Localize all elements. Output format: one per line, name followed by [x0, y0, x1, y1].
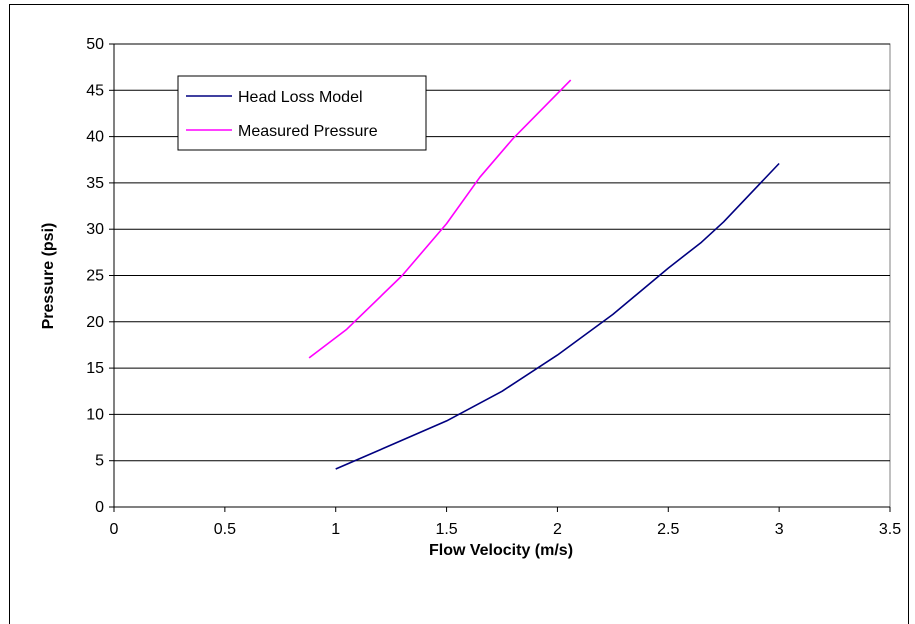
y-tick-label: 40: [86, 129, 104, 146]
x-tick-label: 1: [331, 521, 340, 538]
x-axis-ticks: 0 0.5 1 1.5 2 2.5 3 3.5: [110, 507, 901, 538]
x-tick-label: 2: [553, 521, 562, 538]
x-tick-label: 0.5: [214, 521, 236, 538]
x-tick-label: 1.5: [435, 521, 457, 538]
series-lines: [308, 79, 780, 470]
x-tick-label: 3.5: [879, 521, 901, 538]
x-tick-label: 2.5: [657, 521, 679, 538]
y-tick-label: 30: [86, 221, 104, 238]
x-tick-label: 3: [775, 521, 784, 538]
y-tick-label: 15: [86, 360, 104, 377]
y-tick-label: 50: [86, 36, 104, 53]
chart-frame: [9, 4, 909, 624]
x-axis-title: Flow Velocity (m/s): [429, 542, 573, 559]
legend-box: [177, 75, 427, 151]
x-tick-label: 0: [110, 521, 119, 538]
y-tick-label: 20: [86, 314, 104, 331]
y-axis-title: Pressure (psi): [40, 223, 57, 330]
y-tick-label: 25: [86, 268, 104, 285]
y-tick-label: 10: [86, 406, 104, 423]
legend: Head Loss Model Measured Pressure: [177, 75, 427, 151]
y-tick-label: 5: [95, 453, 104, 470]
y-tick-label: 0: [95, 499, 104, 516]
legend-label-measured-pressure: Measured Pressure: [238, 123, 378, 140]
series-line-measured-pressure: [308, 79, 572, 359]
y-tick-label: 45: [86, 82, 104, 99]
legend-label-head-loss-model: Head Loss Model: [238, 89, 363, 106]
y-axis-ticks: 0 5 10 15 20 25 30 35 40 45 50: [86, 36, 114, 516]
y-tick-label: 35: [86, 175, 104, 192]
series-line-head-loss-model: [335, 162, 780, 470]
